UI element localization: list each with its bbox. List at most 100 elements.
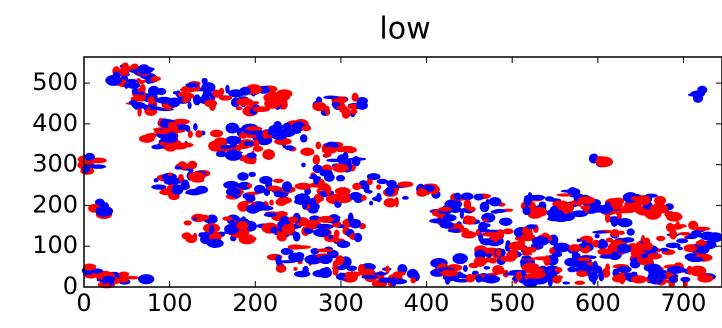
mask-blob (147, 132, 157, 139)
mask-blob (324, 105, 330, 116)
mask-blob (532, 267, 544, 273)
mask-blob (659, 247, 670, 252)
mask-blob (312, 101, 327, 112)
mask-blob (149, 106, 164, 111)
mask-blob (221, 138, 227, 144)
mask-blob (336, 240, 351, 249)
mask-blob (288, 252, 303, 262)
mask-blob (218, 87, 225, 96)
mask-blob (323, 173, 335, 182)
mask-blob (275, 264, 287, 273)
mask-blob (495, 248, 502, 257)
mask-blob (208, 100, 216, 111)
mask-blob (335, 96, 348, 104)
mask-blob (624, 206, 636, 213)
mask-blob (494, 199, 502, 206)
mask-blob (219, 144, 233, 149)
mask-blob (317, 215, 334, 223)
mask-blob (178, 142, 194, 148)
mask-blob (598, 204, 613, 214)
mask-blob (357, 263, 365, 275)
mask-blob (333, 229, 340, 238)
mask-blob (473, 193, 484, 201)
mask-blob (349, 191, 362, 201)
mask-blob (264, 98, 282, 109)
chart-title: low (379, 12, 430, 47)
mask-blob (212, 89, 221, 98)
x-tick-label: 200 (232, 289, 278, 317)
mask-blob (401, 196, 409, 200)
mask-blob (195, 130, 203, 138)
mask-blob (531, 236, 550, 246)
mask-blob (257, 205, 274, 211)
mask-blob (326, 158, 343, 163)
mask-blob (208, 140, 223, 152)
mask-blob (225, 187, 241, 197)
mask-blob (153, 129, 172, 134)
mask-blob (172, 118, 190, 125)
mask-blob (520, 233, 536, 242)
mask-blob (552, 275, 562, 284)
mask-blob (576, 270, 588, 278)
y-tick-label: 300 (32, 150, 78, 178)
mask-blob (181, 98, 190, 104)
mask-blob (598, 238, 607, 249)
mask-blob (482, 275, 501, 284)
y-tick-label: 100 (32, 231, 78, 259)
mask-blob (223, 230, 236, 235)
mask-blob (248, 171, 256, 178)
mask-blob (332, 266, 339, 276)
mask-blob (225, 135, 242, 145)
mask-blob (215, 150, 227, 158)
mask-blob (460, 192, 474, 201)
mask-blob (246, 152, 257, 159)
mask-blob (463, 199, 472, 210)
mask-blob (294, 182, 312, 190)
mask-blob (137, 92, 146, 102)
mask-blob (376, 178, 388, 185)
mask-blob (665, 222, 675, 232)
mask-blob (120, 65, 135, 71)
mask-blob (95, 205, 114, 217)
mask-blob (351, 92, 359, 102)
mask-blob (410, 277, 416, 284)
mask-blob (441, 269, 459, 277)
mask-blob (148, 85, 160, 97)
mask-blob (697, 274, 714, 283)
mask-blob (647, 272, 659, 283)
mask-blob (373, 271, 388, 276)
mask-blob (397, 181, 414, 188)
mask-blob (462, 265, 468, 272)
mask-blob (699, 231, 716, 241)
mask-blob (183, 220, 192, 226)
mask-blob (280, 247, 292, 256)
mask-blob (355, 101, 368, 110)
mask-blob (605, 237, 614, 243)
mask-blob (664, 211, 676, 218)
mask-blob (300, 147, 315, 157)
mask-blob (239, 86, 251, 96)
mask-blob (246, 183, 253, 189)
mask-blob (226, 150, 243, 155)
mask-blob (253, 138, 260, 148)
mask-blob (490, 210, 501, 214)
mask-blob (315, 223, 334, 230)
mask-blob (94, 198, 105, 207)
mask-blob (294, 193, 310, 203)
mask-blob (89, 164, 107, 169)
mask-blob (371, 196, 382, 202)
mask-blob (301, 162, 306, 168)
mask-blob (496, 229, 505, 240)
mask-blob (137, 274, 155, 285)
mask-blob (323, 95, 339, 100)
mask-blob (482, 218, 489, 222)
mask-blob (630, 275, 647, 284)
mask-blob (246, 134, 257, 139)
y-tick-label: 200 (32, 190, 78, 218)
mask-blob (146, 75, 151, 85)
mask-blob (392, 271, 406, 277)
mask-blob (310, 247, 320, 255)
mask-blob (334, 146, 349, 153)
mask-blob (680, 276, 691, 283)
